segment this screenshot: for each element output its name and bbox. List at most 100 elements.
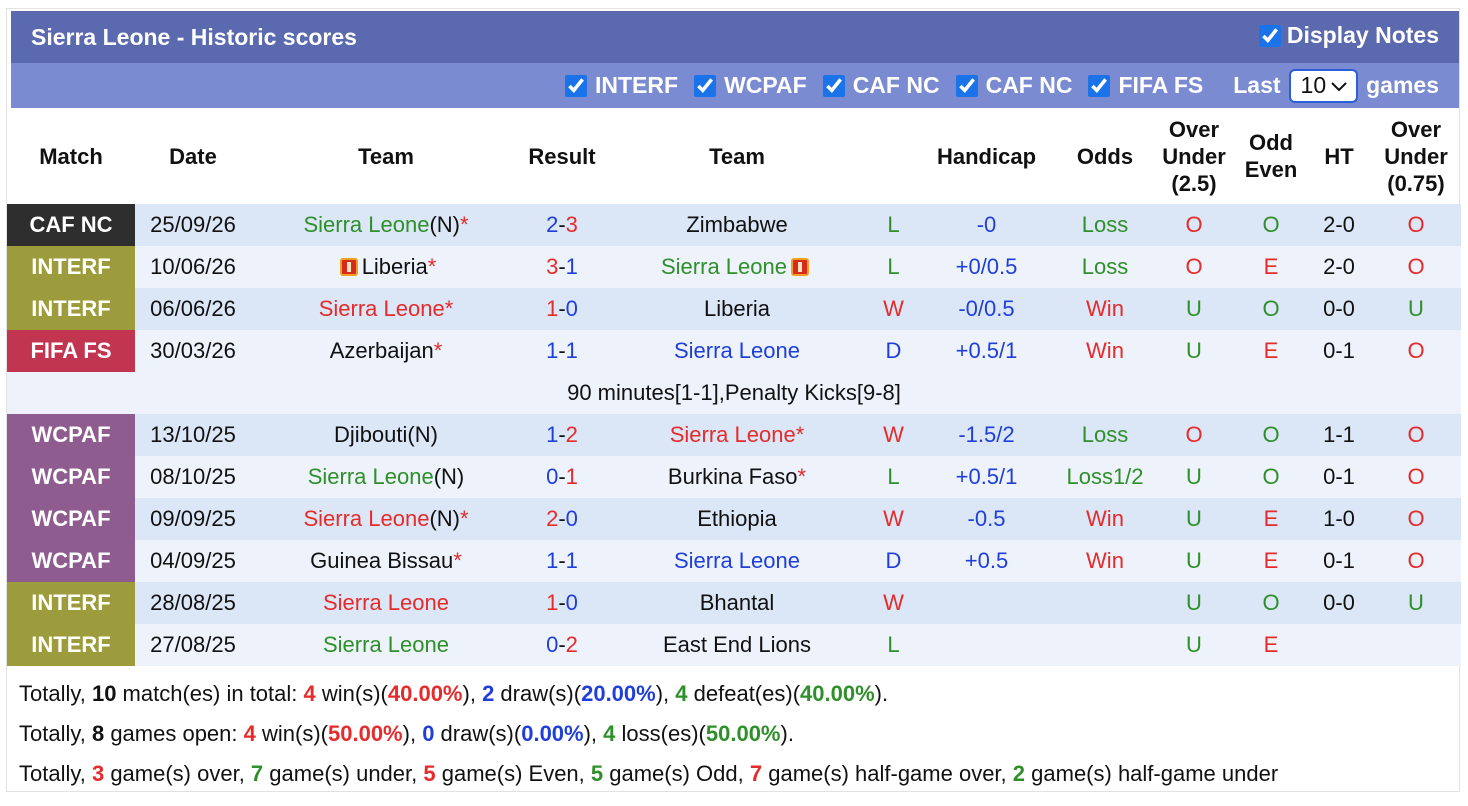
odds: Loss1/2 [1066, 464, 1144, 489]
filter-checkbox[interactable] [955, 74, 978, 97]
match-row: INTERF 06/06/26 Sierra Leone* 1-0 Liberia W -0… [7, 288, 1461, 330]
odd-even: E [1263, 548, 1279, 573]
display-notes-label: Display Notes [1286, 22, 1439, 48]
summary-text: game(s) half-game under [1025, 761, 1279, 786]
header-text: Handicap [936, 143, 1037, 169]
win-loss: W [883, 422, 904, 447]
result-part: 0 [565, 296, 578, 321]
summary-text: Totally, [19, 761, 92, 786]
away-team: Zimbabwe [603, 204, 871, 246]
date: 28/08/25 [150, 590, 236, 615]
date: 09/09/25 [150, 506, 236, 531]
header-text: Team [358, 143, 414, 169]
red-card-icon [790, 258, 809, 276]
summary-value: 40.00% [800, 681, 875, 706]
header-text: Match [39, 143, 103, 169]
odds [1057, 582, 1153, 624]
title: Sierra Leone - Historic scores [31, 24, 357, 50]
odd-even: O [1262, 422, 1280, 447]
display-notes-checkbox[interactable] [1258, 24, 1281, 47]
column-header [871, 108, 916, 204]
result-part: - [558, 590, 566, 615]
handicap: -0 [976, 212, 997, 237]
summary-value: 5 [590, 761, 604, 786]
summary-text: games open: [104, 721, 244, 746]
header-text: Over [1168, 116, 1220, 142]
handicap: -0.5 [967, 506, 1006, 531]
team-name: Burkina Faso [667, 464, 798, 489]
handicap: +0.5/1 [955, 338, 1018, 363]
star: * [427, 254, 437, 279]
summary-value: 0 [422, 721, 435, 746]
win-loss: L [887, 464, 900, 489]
odd-even: E [1263, 338, 1279, 363]
odd-even: O [1262, 464, 1280, 489]
games-select[interactable]: 10 [1288, 68, 1359, 103]
over-under-ht: O [1407, 506, 1425, 531]
team-name: Sierra Leone [323, 590, 449, 615]
summary: Totally, 10 match(es) in total: 4 win(s)… [19, 674, 1278, 794]
team-name: Ethiopia [697, 506, 777, 531]
neutral-flag: (N) [429, 506, 460, 531]
match-row: CAF NC 25/09/26 Sierra Leone(N)* 2-3 Zimbabw… [7, 204, 1461, 246]
win-loss: W [883, 506, 904, 531]
result-part: - [558, 338, 566, 363]
summary-line: Totally, 8 games open: 4 win(s)(50.00%),… [19, 714, 1278, 754]
filter-items: INTERF WCPAF CAF NC CAF NC FIFA FS [549, 72, 1203, 99]
match-row: INTERF 27/08/25 Sierra Leone 0-2 East End Li… [7, 624, 1461, 666]
column-header: Odd Even [1235, 108, 1307, 204]
summary-value: 7 [250, 761, 264, 786]
summary-text: ), [655, 681, 676, 706]
over-under-ht: O [1407, 422, 1425, 447]
over-under-ht: O [1407, 464, 1425, 489]
result: 1-0 [521, 582, 603, 624]
over-under-ht: O [1407, 254, 1425, 279]
scores-table: Match Date Team Result Team Handicap Odds Over U… [7, 108, 1461, 666]
handicap [916, 624, 1057, 666]
column-header: Team [251, 108, 521, 204]
half-time: 0-1 [1323, 464, 1355, 489]
odd-even: O [1262, 590, 1280, 615]
filter-label: INTERF [595, 72, 679, 98]
red-card-icon [339, 258, 358, 276]
result-part: 2 [565, 632, 578, 657]
title-bar: Sierra Leone - Historic scores Display N… [11, 11, 1459, 63]
date: 13/10/25 [150, 422, 236, 447]
odd-even: E [1263, 254, 1279, 279]
half-time: 1-1 [1323, 422, 1355, 447]
team-name: Sierra Leone [323, 632, 449, 657]
summary-text: game(s) half-game over, [762, 761, 1013, 786]
odds: Win [1086, 296, 1124, 321]
filter-checkbox[interactable] [694, 74, 717, 97]
filter-checkbox[interactable] [822, 74, 845, 97]
competition: WCPAF [7, 540, 135, 582]
result-part: - [558, 548, 566, 573]
result-part: 1 [546, 296, 559, 321]
result: 1-2 [521, 414, 603, 456]
header-text: (0.75) [1387, 170, 1445, 196]
team-name: Sierra Leone [318, 296, 445, 321]
result: 1-1 [521, 540, 603, 582]
result-part: - [558, 464, 566, 489]
header-text: Under [1384, 143, 1448, 169]
result-part: 2 [546, 212, 559, 237]
summary-text: ). [780, 721, 794, 746]
handicap: -1.5/2 [958, 422, 1015, 447]
date: 06/06/26 [150, 296, 236, 321]
summary-text: match(es) in total: [116, 681, 304, 706]
competition: CAF NC [7, 204, 135, 246]
filter-checkbox[interactable] [565, 74, 587, 97]
home-team: Sierra Leone* [251, 288, 521, 330]
match-row: WCPAF 09/09/25 Sierra Leone(N)* 2-0 Ethiopia… [7, 498, 1461, 540]
handicap: +0.5 [964, 548, 1009, 573]
result-part: 1 [565, 548, 578, 573]
competition: INTERF [7, 246, 135, 288]
team-name: Bhantal [699, 590, 775, 615]
odd-even: E [1263, 632, 1279, 657]
handicap: -0/0.5 [958, 296, 1015, 321]
away-team: Burkina Faso* [603, 456, 871, 498]
header-text: Date [169, 143, 217, 169]
filter-item: CAF NC [822, 72, 940, 99]
filter-checkbox[interactable] [1088, 74, 1111, 97]
header-text: Even [1244, 157, 1298, 182]
